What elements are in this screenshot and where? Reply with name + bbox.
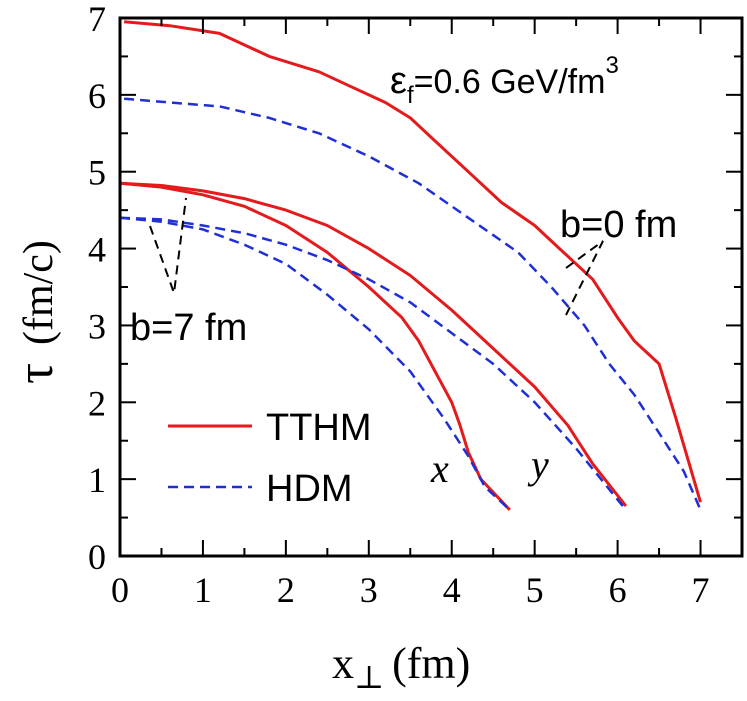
- series-line-hdm-4: [119, 216, 627, 511]
- y-tick-label: 3: [88, 306, 106, 346]
- x-axis-unit: (fm): [392, 639, 470, 688]
- x-tick-label: 2: [277, 570, 295, 610]
- y-tick-label: 6: [88, 76, 106, 116]
- b7-pointer: [149, 197, 187, 294]
- b0-pointer: [565, 240, 604, 316]
- y-tick-label: 7: [88, 0, 106, 39]
- legend-label-tthm: TTHM: [266, 407, 372, 449]
- b7-label: b=7 fm: [130, 307, 247, 349]
- x-tick-label: 1: [194, 570, 212, 610]
- series-line-tthm-3: [119, 181, 511, 511]
- series-line-hdm-5: [119, 216, 511, 511]
- x-axis-label: x⊥ (fm): [332, 639, 470, 695]
- axis-tick-labels: 0 1 2 3 4 5 6 7 0 1 2 3 4 5 6 7: [88, 0, 710, 610]
- direction-x-label: x: [430, 446, 449, 491]
- y-tick-label: 1: [88, 460, 106, 500]
- direction-y-label: y: [527, 442, 549, 487]
- energy-annotation: εf=0.6 GeV/fm3: [390, 52, 619, 109]
- plot-area: [119, 20, 702, 511]
- y-axis-unit: (fm/c): [16, 240, 62, 345]
- y-tick-label: 0: [88, 537, 106, 577]
- x-axis-sub: ⊥: [354, 659, 384, 695]
- x-tick-label: 6: [609, 570, 627, 610]
- energy-subscript: f: [407, 82, 414, 109]
- energy-superscript: 3: [605, 52, 618, 79]
- series-line-tthm-0: [123, 20, 702, 503]
- x-tick-label: 4: [443, 570, 461, 610]
- x-tick-label: 7: [692, 570, 710, 610]
- y-axis-label: τ (fm/c): [7, 240, 64, 384]
- y-axis-symbol: τ: [7, 363, 64, 384]
- x-tick-label: 5: [526, 570, 544, 610]
- x-tick-label: 3: [360, 570, 378, 610]
- y-tick-label: 5: [88, 153, 106, 193]
- y-tick-label: 2: [88, 383, 106, 423]
- x-tick-label: 0: [111, 570, 129, 610]
- energy-symbol: ε: [390, 60, 407, 102]
- energy-value: =0.6 GeV/fm: [414, 63, 606, 101]
- series-line-tthm-2: [119, 181, 628, 507]
- axis-ticks: [119, 17, 742, 557]
- legend: TTHM HDM: [168, 407, 372, 510]
- series-line-hdm-1: [123, 97, 702, 511]
- x-axis-main: x: [332, 639, 354, 688]
- legend-label-hdm: HDM: [266, 468, 353, 510]
- b0-label: b=0 fm: [560, 204, 677, 246]
- y-tick-label: 4: [88, 230, 106, 270]
